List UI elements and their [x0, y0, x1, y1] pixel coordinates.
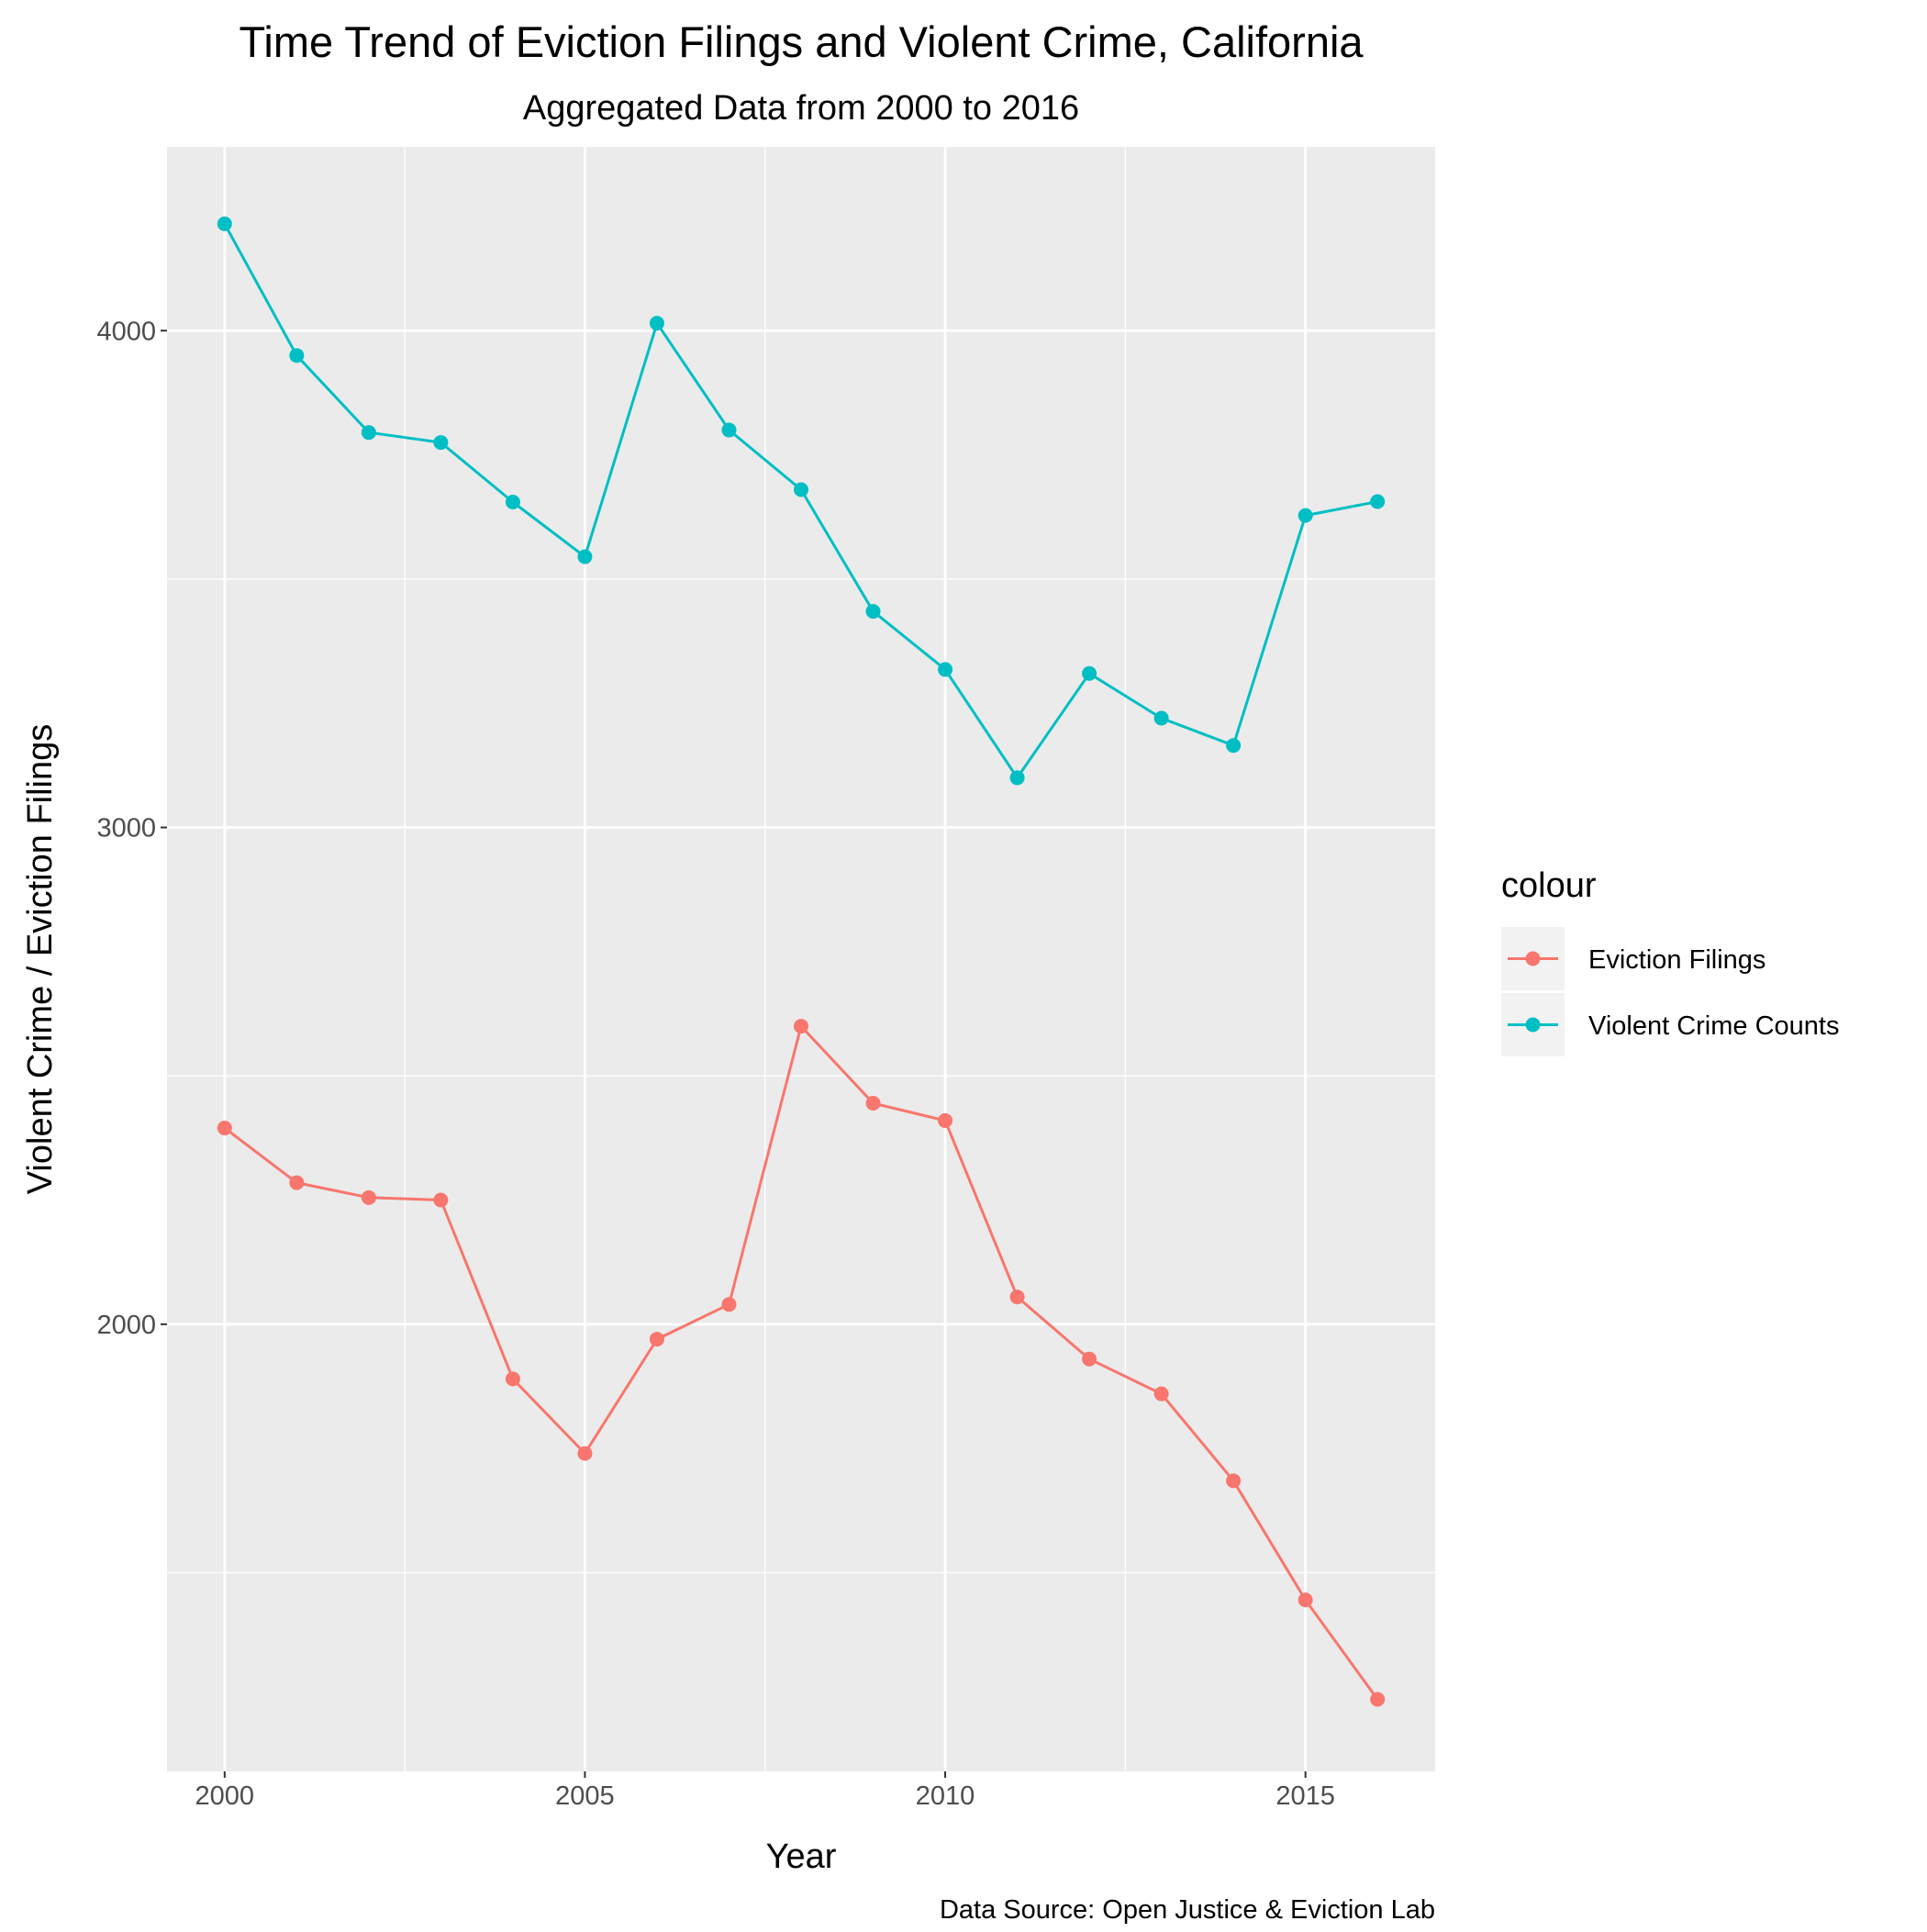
eviction-filings-point	[1082, 1351, 1097, 1367]
x-tick-label: 2015	[1275, 1781, 1335, 1811]
chart-caption: Data Source: Open Justice & Eviction Lab	[940, 1895, 1435, 1925]
eviction-filings-point	[1298, 1592, 1313, 1608]
eviction-filings-point	[721, 1297, 737, 1312]
x-tick-label: 2005	[555, 1781, 615, 1811]
eviction-filings-point	[217, 1121, 232, 1136]
minor-gridlines	[167, 147, 1435, 1771]
eviction-filings-point	[1009, 1290, 1025, 1305]
eviction-filings-point	[1370, 1692, 1386, 1707]
legend-item-violent-crime-counts: Violent Crime Counts	[1501, 993, 1839, 1056]
x-tick-label: 2000	[195, 1781, 255, 1811]
violent-crime-counts-point	[1226, 738, 1242, 754]
series-layer	[217, 216, 1386, 1707]
violent-crime-counts-point	[361, 425, 376, 441]
plot-panel	[167, 147, 1435, 1771]
eviction-filings-point	[865, 1095, 881, 1111]
eviction-filings-point	[289, 1175, 305, 1190]
y-tick-label: 2000	[96, 1311, 156, 1340]
legend: colour Eviction Filings Violent Crime Cou…	[1501, 866, 1839, 1056]
legend-key-point	[1525, 1017, 1541, 1033]
legend-key-point	[1525, 951, 1541, 966]
violent-crime-counts-point	[1153, 710, 1169, 726]
violent-crime-counts-point	[433, 435, 449, 451]
x-axis-title: Year	[766, 1837, 837, 1876]
violent-crime-counts-point	[1009, 770, 1025, 786]
violent-crime-counts-point	[505, 495, 520, 510]
axis-ticks: 2000 3000 4000 2000 2005 2010 2015	[96, 317, 1334, 1811]
major-gridlines	[167, 147, 1435, 1771]
series-eviction-filings	[217, 1019, 1386, 1707]
eviction-filings-point	[577, 1446, 593, 1461]
violent-crime-counts-point	[289, 348, 305, 363]
legend-title: colour	[1501, 866, 1597, 905]
violent-crime-counts-point	[1298, 508, 1313, 523]
violent-crime-counts-point	[217, 216, 232, 231]
eviction-filings-point	[794, 1019, 808, 1034]
eviction-filings-point	[649, 1332, 664, 1347]
violent-crime-counts-point	[649, 316, 664, 331]
eviction-filings-point	[433, 1192, 449, 1208]
series-violent-crime-counts	[217, 216, 1386, 786]
violent-crime-counts-point	[865, 604, 881, 620]
chart-subtitle: Aggregated Data from 2000 to 2016	[523, 89, 1079, 128]
eviction-filings-point	[1153, 1386, 1169, 1402]
chart-title: Time Trend of Eviction Filings and Viole…	[239, 17, 1364, 66]
y-axis-title: Violent Crime / Eviction Filings	[21, 724, 60, 1194]
violent-crime-counts-point	[938, 662, 953, 677]
eviction-filings-point	[1226, 1473, 1242, 1489]
violent-crime-counts-point	[1370, 494, 1386, 509]
violent-crime-counts-point	[721, 422, 737, 438]
y-tick-label: 4000	[96, 317, 156, 346]
eviction-filings-point	[361, 1189, 376, 1205]
y-tick-label: 3000	[96, 814, 156, 843]
legend-items: Eviction Filings Violent Crime Counts	[1501, 927, 1839, 1056]
eviction-filings-point	[505, 1371, 520, 1387]
x-tick-label: 2010	[916, 1781, 975, 1811]
legend-label: Eviction Filings	[1588, 945, 1765, 975]
violent-crime-counts-point	[1082, 665, 1097, 681]
legend-item-eviction-filings: Eviction Filings	[1501, 927, 1765, 990]
eviction-filings-point	[938, 1112, 953, 1128]
violent-crime-counts-point	[577, 549, 593, 564]
violent-crime-counts-point	[794, 482, 808, 497]
legend-label: Violent Crime Counts	[1588, 1011, 1839, 1041]
